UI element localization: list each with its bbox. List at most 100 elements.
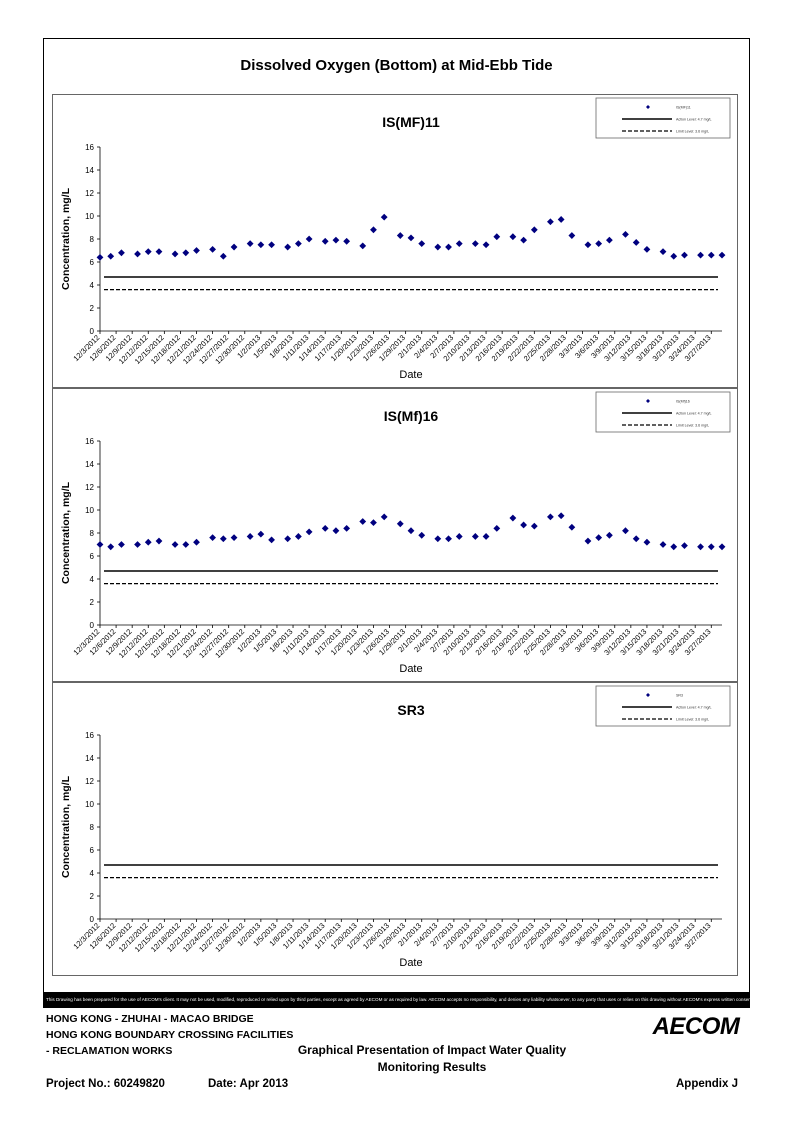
x-axis-label: Date	[399, 663, 422, 675]
data-point	[482, 533, 490, 540]
data-point	[359, 518, 367, 525]
data-point	[557, 216, 565, 223]
y-tick-label: 16	[85, 731, 94, 740]
chart-title: SR3	[397, 702, 424, 718]
data-point	[96, 254, 104, 261]
footer-line-2: HONG KONG BOUNDARY CROSSING FACILITIES	[46, 1029, 294, 1041]
data-point	[681, 251, 688, 259]
legend-label: Limit Level: 3.6 mg/L	[676, 130, 709, 134]
y-tick-label: 2	[90, 892, 95, 901]
data-point	[622, 231, 629, 238]
data-point	[332, 527, 340, 535]
chart-panel-border	[52, 388, 738, 682]
aecom-logo-text: AECOM	[652, 1013, 741, 1038]
data-point	[568, 232, 576, 239]
data-point	[520, 521, 528, 529]
data-point	[396, 520, 404, 528]
data-point	[520, 236, 528, 244]
data-point	[294, 240, 302, 247]
appendix-label: Appendix J	[676, 1078, 738, 1090]
data-point	[107, 252, 115, 260]
y-tick-label: 16	[85, 143, 94, 152]
data-point	[305, 235, 313, 243]
legend-box	[595, 685, 731, 727]
data-point	[182, 249, 190, 257]
data-point	[370, 519, 377, 527]
data-point	[595, 534, 603, 541]
data-point	[268, 241, 275, 249]
data-point	[643, 538, 651, 546]
data-point	[193, 247, 200, 254]
x-axis-label: Date	[399, 369, 422, 381]
data-point	[568, 523, 576, 531]
data-point	[257, 530, 265, 538]
y-tick-label: 14	[85, 754, 94, 763]
data-point	[434, 535, 442, 543]
data-point	[118, 541, 125, 548]
data-point	[107, 543, 115, 551]
legend-marker-series	[646, 399, 650, 403]
data-point	[547, 218, 554, 226]
legend-label: IS(MF)11	[676, 106, 691, 110]
data-point	[670, 252, 678, 260]
data-point	[407, 234, 415, 242]
data-point	[632, 535, 640, 543]
data-point	[455, 240, 463, 247]
data-point	[718, 251, 726, 259]
data-point	[697, 543, 704, 551]
data-point	[584, 241, 592, 249]
data-point	[718, 543, 726, 551]
data-point	[434, 243, 442, 251]
legend-marker-series	[646, 693, 650, 697]
data-point	[455, 533, 463, 540]
data-point	[670, 543, 678, 551]
legend-label: Action Level: 4.7 mg/L	[676, 118, 712, 122]
data-point	[418, 531, 426, 539]
data-point	[257, 241, 265, 249]
y-tick-label: 2	[90, 598, 95, 607]
footer-line-3: - RECLAMATION WORKS	[46, 1045, 173, 1057]
legend-label: SR3	[676, 694, 683, 698]
data-point	[134, 541, 141, 548]
data-point	[707, 251, 715, 259]
data-point	[471, 533, 479, 540]
y-tick-label: 0	[90, 327, 95, 336]
y-tick-label: 4	[90, 575, 95, 584]
page-title: Dissolved Oxygen (Bottom) at Mid-Ebb Tid…	[240, 57, 553, 74]
data-point	[343, 237, 351, 245]
y-tick-label: 4	[90, 869, 95, 878]
y-tick-label: 10	[85, 800, 94, 809]
y-tick-label: 12	[85, 189, 94, 198]
data-point	[605, 236, 613, 244]
data-point	[284, 535, 292, 543]
legend-marker-series	[646, 105, 650, 109]
data-point	[530, 226, 538, 234]
legend-label: Limit Level: 3.6 mg/L	[676, 718, 709, 722]
data-point	[482, 241, 490, 249]
legend-box	[595, 97, 731, 139]
aecom-logo: AECOM	[652, 1013, 742, 1038]
data-point	[445, 243, 452, 251]
y-axis-label: Concentration, mg/L	[60, 481, 72, 584]
data-point	[547, 513, 554, 521]
y-axis-label: Concentration, mg/L	[60, 775, 72, 878]
footer-title-line-1: Graphical Presentation of Impact Water Q…	[297, 1043, 567, 1057]
data-point	[681, 542, 688, 550]
data-point	[643, 245, 651, 253]
y-tick-label: 12	[85, 483, 94, 492]
data-point	[219, 535, 227, 543]
chart-is-mf-16: IS(Mf)16 0 2 4 6 8 10 12 14 16 Concentration, mg/L…	[52, 388, 738, 682]
data-point	[595, 240, 603, 247]
report-date: Date: Apr 2013	[208, 1078, 289, 1090]
y-tick-label: 0	[90, 915, 95, 924]
data-point	[171, 541, 179, 548]
footer-line-1: HONG KONG - ZHUHAI - MACAO BRIDGE	[46, 1013, 254, 1025]
data-point	[509, 233, 517, 241]
chart-title: IS(MF)11	[382, 114, 440, 130]
data-point	[134, 250, 141, 258]
data-point	[380, 513, 388, 521]
y-axis-label: Concentration, mg/L	[60, 187, 72, 290]
y-tick-label: 10	[85, 506, 94, 515]
data-point	[305, 528, 313, 536]
